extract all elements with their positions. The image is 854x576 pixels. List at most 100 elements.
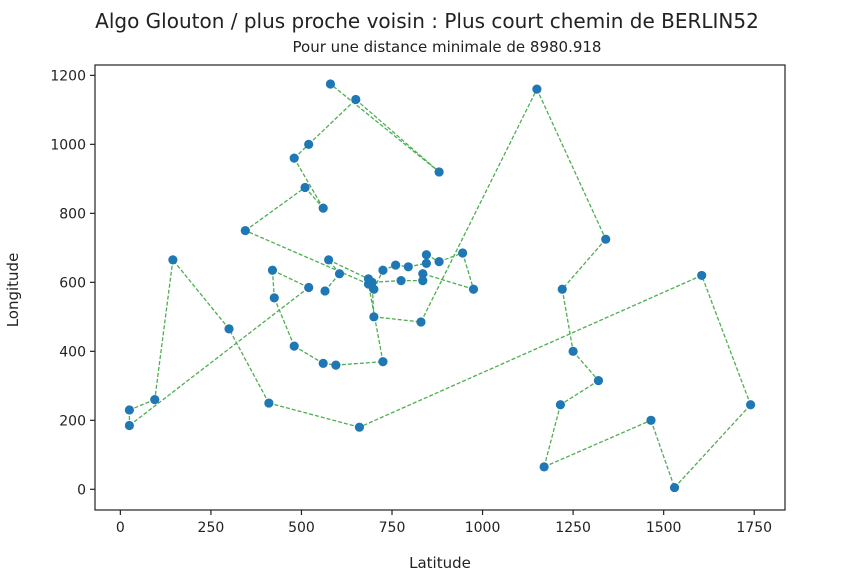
route-segment (572, 350, 599, 382)
city-point (458, 248, 468, 258)
x-tick-label: 250 (198, 520, 225, 536)
city-point (331, 360, 341, 370)
city-point (304, 139, 314, 149)
route-segment (273, 297, 295, 347)
route-segment (330, 83, 440, 173)
route-segment (271, 270, 275, 298)
x-tick-label: 750 (379, 520, 406, 536)
city-point (324, 255, 334, 265)
route-segment (422, 273, 474, 290)
city-point (318, 358, 328, 368)
city-point (593, 376, 604, 386)
y-tick-label: 1000 (50, 137, 86, 153)
city-point (354, 422, 365, 432)
x-tick-label: 1750 (736, 520, 772, 536)
y-axis: 0 200 400 600 800 1000 1200 (50, 68, 95, 498)
city-point (267, 265, 278, 275)
route-segment (172, 259, 230, 330)
city-point (351, 94, 361, 105)
city-point (300, 182, 310, 193)
city-point (378, 265, 388, 275)
route-segment (536, 88, 607, 240)
city-point (363, 279, 374, 289)
city-point (264, 398, 274, 408)
city-point (289, 153, 299, 163)
city-point (557, 284, 567, 294)
city-point (745, 400, 756, 410)
city-point (150, 395, 160, 405)
chart-subtitle: Pour une distance minimale de 8980.918 (293, 38, 602, 56)
city-point (168, 255, 178, 265)
route-segment (245, 229, 369, 285)
y-axis-label: Longitude (4, 253, 22, 328)
city-point (124, 405, 135, 415)
route-segment (367, 283, 384, 362)
city-point (434, 167, 444, 177)
city-points (124, 79, 756, 493)
route-segment (420, 88, 538, 323)
route-segment (701, 275, 752, 406)
route-segment (129, 399, 156, 411)
plot-area (94, 64, 786, 511)
city-point (601, 234, 611, 244)
route-segment (268, 402, 360, 428)
route-segment (359, 274, 702, 428)
route-segment (560, 380, 599, 406)
x-axis-label: Latitude (409, 554, 471, 572)
route-segment (674, 404, 752, 489)
route-segment (561, 238, 607, 290)
route-segment (328, 259, 369, 280)
y-tick-label: 800 (59, 206, 86, 222)
city-point (568, 346, 578, 356)
city-point (646, 415, 656, 425)
city-point (391, 260, 401, 270)
x-tick-label: 1250 (555, 520, 591, 536)
route-segment (154, 259, 174, 400)
route-segment (304, 187, 324, 209)
route-segment (335, 361, 384, 366)
y-tick-label: 200 (59, 413, 86, 429)
route-segment (561, 289, 574, 352)
city-point (369, 312, 379, 322)
city-point (304, 282, 314, 293)
x-tick-label: 500 (288, 520, 315, 536)
x-tick-label: 0 (116, 520, 125, 536)
city-point (669, 482, 680, 493)
route-segment (543, 404, 562, 468)
city-point (269, 293, 279, 303)
route-segment (308, 99, 357, 145)
x-tick-label: 1000 (465, 520, 501, 536)
city-point (555, 400, 566, 410)
route-segment (228, 328, 270, 404)
y-tick-label: 400 (59, 344, 86, 360)
route-segment (462, 252, 475, 290)
city-point (421, 250, 432, 260)
y-tick-label: 0 (77, 482, 86, 498)
city-point (468, 284, 479, 294)
city-point (418, 276, 428, 286)
city-point (240, 225, 250, 236)
x-tick-label: 1500 (646, 520, 682, 536)
city-point (124, 420, 135, 431)
route-segment (272, 269, 309, 289)
city-point (325, 79, 336, 89)
city-point (697, 270, 707, 281)
city-point (224, 324, 234, 334)
route-segment (543, 419, 652, 468)
city-point (403, 262, 413, 272)
route-segment (293, 157, 324, 209)
x-axis: 0 250 500 750 1000 1250 1500 1750 (116, 510, 772, 536)
route-segment (373, 316, 422, 323)
city-point (418, 269, 428, 279)
city-point (334, 269, 345, 279)
city-point (320, 286, 330, 296)
city-point (416, 317, 426, 327)
y-tick-label: 1200 (50, 68, 86, 84)
route-segment (372, 279, 402, 283)
city-point (539, 462, 549, 472)
y-tick-label: 600 (59, 275, 86, 291)
city-point (396, 276, 406, 286)
city-point (318, 203, 328, 213)
city-point (532, 84, 542, 94)
